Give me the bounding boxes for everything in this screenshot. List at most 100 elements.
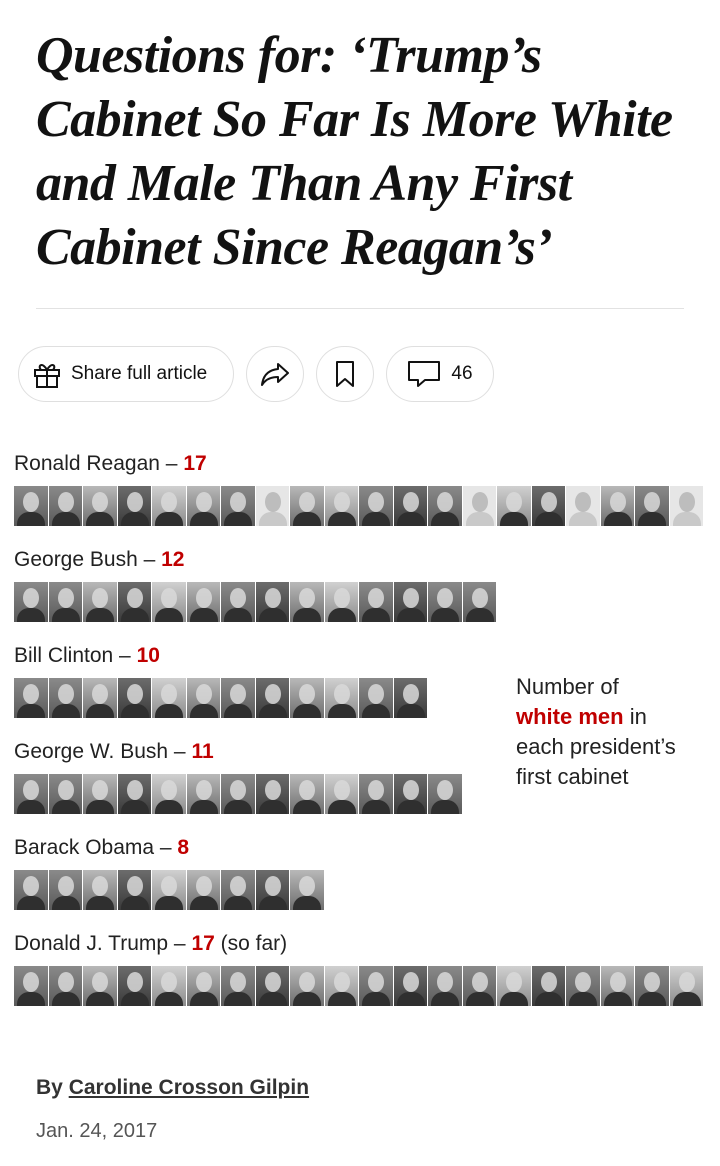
cabinet-portrait bbox=[117, 678, 152, 718]
cabinet-portrait bbox=[393, 966, 428, 1006]
share-button-label: Share full article bbox=[71, 363, 208, 384]
cabinet-portrait-placeholder bbox=[669, 486, 704, 526]
article-headline: Questions for: ‘Trump’s Cabinet So Far I… bbox=[36, 27, 673, 276]
comment-icon bbox=[407, 360, 441, 388]
author-link[interactable]: Caroline Crosson Gilpin bbox=[68, 1076, 310, 1099]
cabinet-portrait bbox=[359, 582, 394, 622]
cabinet-portrait bbox=[186, 582, 221, 622]
cabinet-portrait bbox=[290, 966, 325, 1006]
row-george-bush: George Bush – 12 bbox=[14, 546, 497, 622]
cabinet-portrait bbox=[83, 774, 118, 814]
cabinet-portrait bbox=[255, 870, 290, 910]
cabinet-infographic: Ronald Reagan – 17 George Bush – 12 Bill… bbox=[14, 450, 714, 1020]
cabinet-portrait bbox=[83, 678, 118, 718]
president-name: Ronald Reagan bbox=[14, 452, 160, 475]
row-label: George Bush – 12 bbox=[14, 546, 497, 574]
publish-date: Jan. 24, 2017 bbox=[36, 1120, 158, 1142]
separator: – bbox=[137, 548, 162, 571]
separator: – bbox=[113, 644, 137, 667]
cabinet-portrait bbox=[635, 486, 670, 526]
cabinet-portrait bbox=[117, 774, 152, 814]
cabinet-portrait bbox=[186, 870, 221, 910]
president-name: Donald J. Trump bbox=[14, 932, 169, 955]
separator: – bbox=[154, 836, 178, 859]
comments-button[interactable]: 46 bbox=[386, 346, 494, 402]
cabinet-portrait bbox=[48, 582, 83, 622]
cabinet-portrait bbox=[152, 486, 187, 526]
cabinet-portrait bbox=[497, 966, 532, 1006]
cabinet-portrait bbox=[83, 582, 118, 622]
cabinet-portrait bbox=[290, 678, 325, 718]
share-button[interactable] bbox=[246, 346, 304, 402]
cabinet-portrait bbox=[428, 486, 463, 526]
cabinet-portrait bbox=[669, 966, 704, 1006]
cabinet-portrait bbox=[152, 582, 187, 622]
face-strip bbox=[14, 774, 463, 814]
white-men-count: 17 bbox=[191, 932, 215, 955]
cabinet-portrait-placeholder bbox=[566, 486, 601, 526]
cabinet-portrait bbox=[393, 486, 428, 526]
row-bill-clinton: Bill Clinton – 10 bbox=[14, 642, 428, 718]
cabinet-portrait bbox=[186, 486, 221, 526]
face-strip bbox=[14, 678, 428, 718]
cabinet-portrait bbox=[48, 774, 83, 814]
president-name: Bill Clinton bbox=[14, 644, 114, 667]
cabinet-portrait bbox=[152, 966, 187, 1006]
cabinet-portrait bbox=[324, 678, 359, 718]
article-toolbar: Share full article 46 bbox=[18, 346, 494, 402]
row-donald-trump: Donald J. Trump – 17 (so far) bbox=[14, 930, 704, 1006]
separator: – bbox=[159, 452, 184, 475]
cabinet-portrait bbox=[14, 678, 49, 718]
note-line-4: first cabinet bbox=[516, 764, 629, 789]
cabinet-portrait bbox=[152, 870, 187, 910]
cabinet-portrait bbox=[152, 774, 187, 814]
cabinet-portrait bbox=[221, 582, 256, 622]
face-strip bbox=[14, 486, 704, 526]
cabinet-portrait bbox=[359, 678, 394, 718]
cabinet-portrait bbox=[14, 774, 49, 814]
byline-prefix: By bbox=[36, 1076, 69, 1099]
president-name: George W. Bush bbox=[14, 740, 169, 763]
cabinet-portrait bbox=[221, 678, 256, 718]
cabinet-portrait bbox=[255, 582, 290, 622]
cabinet-portrait bbox=[290, 870, 325, 910]
separator: – bbox=[168, 932, 192, 955]
cabinet-portrait bbox=[14, 582, 49, 622]
cabinet-portrait bbox=[428, 582, 463, 622]
cabinet-portrait bbox=[497, 486, 532, 526]
cabinet-portrait bbox=[359, 486, 394, 526]
cabinet-portrait-placeholder bbox=[255, 486, 290, 526]
cabinet-portrait bbox=[48, 678, 83, 718]
share-full-article-button[interactable]: Share full article bbox=[18, 346, 234, 402]
byline: By Caroline Crosson Gilpin bbox=[36, 1076, 309, 1100]
face-strip bbox=[14, 870, 325, 910]
cabinet-portrait bbox=[600, 486, 635, 526]
row-barack-obama: Barack Obama – 8 bbox=[14, 834, 325, 910]
cabinet-portrait bbox=[290, 582, 325, 622]
president-name: George Bush bbox=[14, 548, 138, 571]
face-strip bbox=[14, 966, 704, 1006]
cabinet-portrait bbox=[255, 966, 290, 1006]
cabinet-portrait bbox=[324, 486, 359, 526]
cabinet-portrait bbox=[117, 582, 152, 622]
cabinet-portrait bbox=[531, 966, 566, 1006]
gift-icon bbox=[31, 358, 63, 390]
cabinet-portrait bbox=[48, 966, 83, 1006]
cabinet-portrait bbox=[531, 486, 566, 526]
white-men-count: 8 bbox=[177, 836, 190, 859]
cabinet-portrait bbox=[635, 966, 670, 1006]
row-label: Ronald Reagan – 17 bbox=[14, 450, 704, 478]
cabinet-portrait bbox=[117, 486, 152, 526]
cabinet-portrait bbox=[290, 774, 325, 814]
cabinet-portrait bbox=[393, 678, 428, 718]
save-bookmark-button[interactable] bbox=[316, 346, 374, 402]
row-label: George W. Bush – 11 bbox=[14, 738, 463, 766]
cabinet-portrait bbox=[221, 486, 256, 526]
cabinet-portrait-placeholder bbox=[462, 486, 497, 526]
note-line-2-rest: in bbox=[623, 704, 647, 729]
cabinet-portrait bbox=[324, 582, 359, 622]
cabinet-portrait bbox=[48, 870, 83, 910]
cabinet-portrait bbox=[83, 486, 118, 526]
cabinet-portrait bbox=[83, 966, 118, 1006]
white-men-count: 10 bbox=[136, 644, 160, 667]
